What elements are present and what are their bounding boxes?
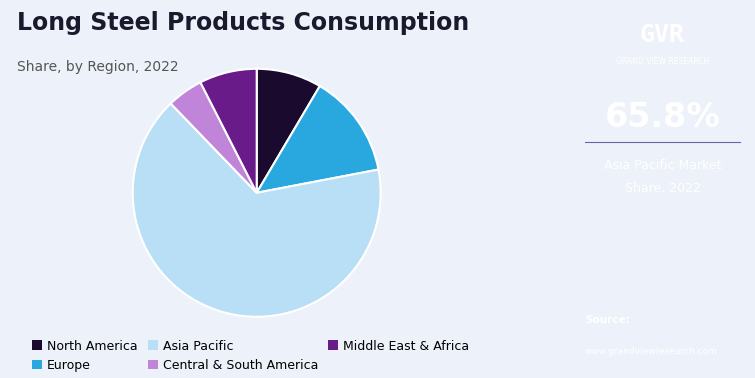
Text: Share, by Region, 2022: Share, by Region, 2022 — [17, 60, 179, 74]
Text: www.grandviewresearch.com: www.grandviewresearch.com — [585, 347, 718, 356]
Text: Source:: Source: — [585, 315, 630, 325]
Text: GRAND VIEW RESEARCH: GRAND VIEW RESEARCH — [616, 57, 709, 67]
Wedge shape — [200, 69, 257, 193]
Text: Long Steel Products Consumption: Long Steel Products Consumption — [17, 11, 470, 35]
Wedge shape — [133, 104, 381, 317]
Legend: North America, Europe, Asia Pacific, Central & South America, Middle East & Afri: North America, Europe, Asia Pacific, Cen… — [29, 336, 473, 375]
Text: Asia Pacific Market: Asia Pacific Market — [604, 159, 721, 172]
Wedge shape — [257, 69, 320, 193]
Text: 65.8%: 65.8% — [605, 101, 720, 135]
Wedge shape — [257, 86, 378, 193]
Wedge shape — [171, 82, 257, 193]
Text: GVR: GVR — [640, 23, 685, 47]
Text: Share, 2022: Share, 2022 — [624, 182, 701, 195]
